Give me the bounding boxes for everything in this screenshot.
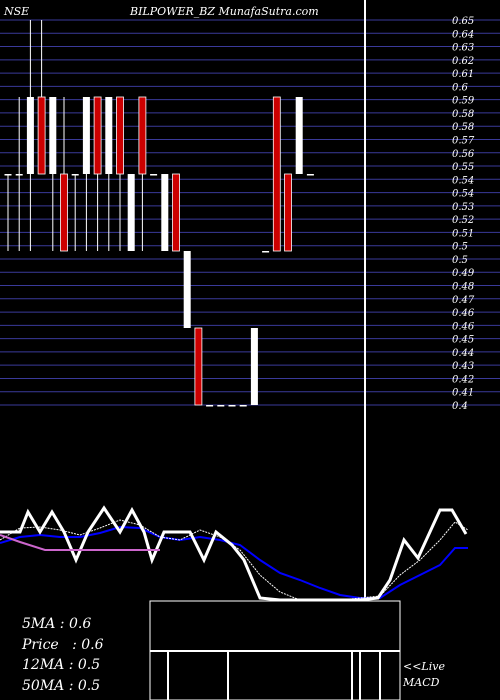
candle-body (284, 173, 292, 252)
ma-blue-line (0, 525, 468, 599)
stat-12ma: 12MA : 0.5 (22, 657, 101, 673)
candle-body (37, 96, 46, 175)
y-tick-label: 0.41 (452, 388, 474, 399)
y-tick-label: 0.47 (452, 295, 475, 306)
candle-body (272, 96, 281, 252)
macd-label: MACD (402, 676, 440, 689)
y-tick-label: 0.58 (452, 122, 474, 133)
stat-5ma: 5MA : 0.6 (22, 616, 92, 632)
candle-body (26, 97, 34, 174)
y-tick-label: 0.59 (452, 96, 475, 107)
ma-pink-line (0, 534, 160, 551)
candle-body (105, 97, 113, 174)
y-tick-label: 0.5 (452, 242, 468, 253)
candle-body (295, 97, 303, 174)
candle-body (262, 251, 270, 253)
y-tick-label: 0.64 (452, 29, 474, 40)
y-tick-label: 0.48 (452, 282, 474, 293)
ma-stats: 5MA : 0.6 Price : 0.6 12MA : 0.5 50MA : … (22, 614, 104, 696)
y-tick-label: 0.52 (452, 215, 474, 226)
stat-price: Price : 0.6 (22, 636, 104, 653)
candle-body (194, 327, 203, 406)
candle-body (4, 174, 12, 176)
ma-white-thick-line (0, 505, 468, 602)
y-tick-label: 0.44 (452, 348, 474, 359)
chart-title: BILPOWER_BZ MunafaSutra.com (129, 5, 319, 18)
macd-line (150, 650, 400, 700)
candle-body (138, 96, 147, 175)
y-tick-label: 0.61 (452, 69, 474, 80)
y-tick-label: 0.54 (452, 175, 474, 186)
macd-panel (149, 600, 401, 700)
y-tick-label: 0.6 (452, 82, 469, 93)
candle-body (116, 96, 124, 175)
stat-50ma: 50MA : 0.5 (22, 677, 101, 694)
y-tick-label: 0.54 (452, 189, 474, 200)
y-tick-label: 0.5 (452, 255, 468, 266)
candle-body (15, 174, 23, 176)
y-tick-label: 0.57 (452, 135, 475, 146)
candle-body (93, 96, 102, 175)
y-tick-label: 0.42 (452, 374, 474, 385)
y-tick-label: 0.43 (452, 361, 474, 372)
candles (4, 20, 314, 407)
y-tick-label: 0.51 (452, 228, 474, 239)
candle-body (183, 251, 191, 328)
ma-white-thin-line (0, 519, 469, 601)
y-tick-label: 0.56 (452, 149, 475, 160)
candle-body (228, 405, 236, 407)
macd-live-label: <<Live (403, 660, 445, 673)
y-tick-label: 0.49 (452, 268, 475, 279)
y-tick-label: 0.63 (452, 43, 474, 54)
y-tick-label: 0.53 (452, 202, 474, 213)
candle-body (217, 405, 225, 407)
candle-body (71, 174, 79, 176)
candle-body (161, 174, 169, 251)
y-tick-label: 0.65 (452, 16, 474, 27)
y-tick-label: 0.58 (452, 109, 474, 120)
candle-body (150, 174, 158, 176)
candle-body (306, 174, 314, 176)
y-axis-ticks: 0.65 0.64 0.63 0.62 0.61 0.6 0.59 0.58 0.58 0.57 0… (452, 16, 475, 412)
candle-body (206, 405, 214, 407)
candle-body (172, 173, 180, 252)
y-tick-label: 0.55 (452, 162, 474, 173)
y-tick-label: 0.46 (452, 308, 475, 319)
candle-body (239, 405, 247, 407)
candle-body (250, 328, 258, 405)
y-tick-label: 0.62 (452, 56, 474, 67)
candle-body (49, 97, 57, 174)
exchange-label: NSE (3, 5, 29, 18)
y-tick-label: 0.46 (452, 321, 475, 332)
candle-body (82, 97, 90, 174)
candle-body (127, 174, 135, 251)
ma-panel (0, 505, 469, 602)
y-tick-label: 0.45 (452, 335, 474, 346)
y-tick-label: 0.4 (452, 401, 468, 412)
candle-body (60, 173, 68, 252)
